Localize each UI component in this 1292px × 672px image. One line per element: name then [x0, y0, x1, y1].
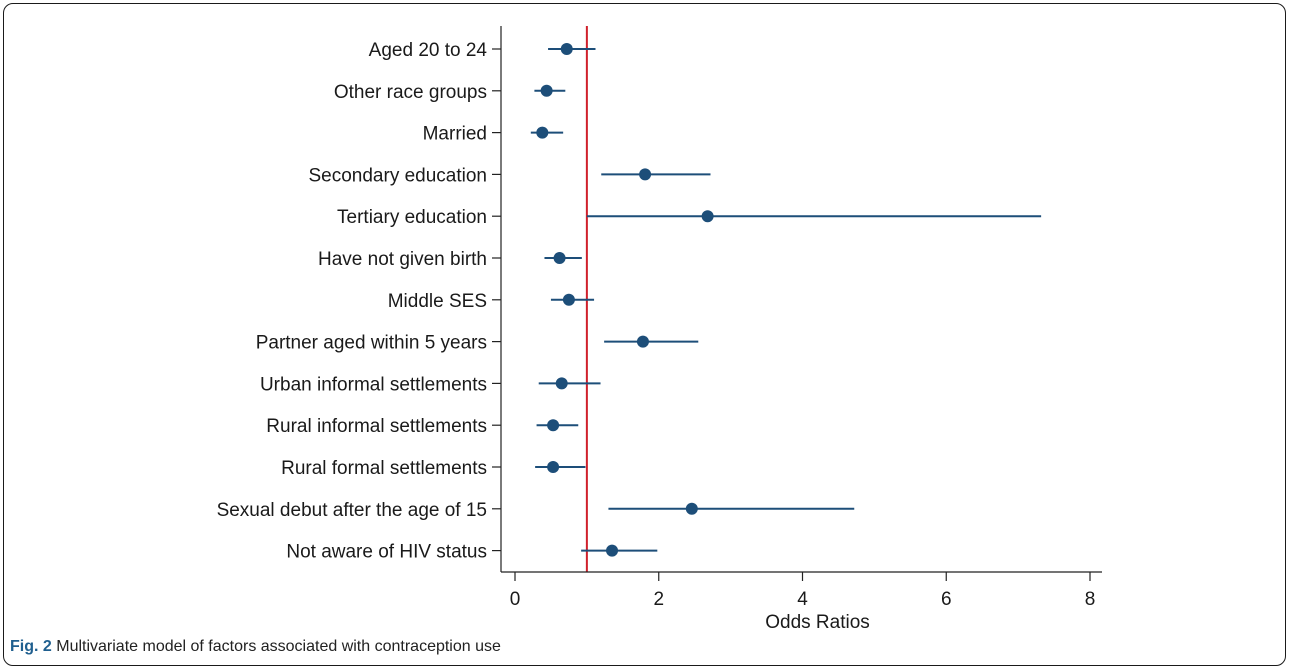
- x-axis-title: Odds Ratios: [765, 612, 870, 633]
- axes: 0 2 4 6 8: [492, 26, 1102, 610]
- point-estimate: [547, 419, 560, 432]
- row-label: Aged 20 to 24: [369, 40, 488, 61]
- row-label: Secondary education: [308, 165, 487, 186]
- row-label: Other race groups: [334, 82, 487, 103]
- forest-rows: Aged 20 to 24 Other race groups Married Sec…: [217, 40, 1042, 563]
- point-estimate: [547, 461, 560, 473]
- row-label: Married: [423, 124, 487, 145]
- point-estimate: [562, 293, 575, 306]
- point-estimate: [553, 252, 566, 264]
- row-label: Middle SES: [388, 291, 487, 312]
- figure-caption: Fig. 2 Multivariate model of factors ass…: [10, 638, 501, 656]
- point-estimate: [540, 84, 553, 97]
- figure-frame: [3, 3, 1286, 666]
- x-tick-label: 2: [653, 589, 664, 610]
- point-estimate: [639, 168, 652, 181]
- point-estimate: [606, 544, 619, 557]
- point-estimate: [701, 210, 714, 223]
- point-estimate: [560, 43, 573, 55]
- point-estimate: [636, 335, 649, 348]
- row-label: Rural informal settlements: [266, 416, 487, 437]
- caption-label: Fig. 2: [10, 638, 52, 655]
- row-label: Tertiary education: [337, 207, 487, 228]
- x-tick-label: 6: [941, 589, 952, 610]
- forest-plot: 0 2 4 6 8 Aged 20 to 24 Other race groups Marr…: [217, 26, 1102, 633]
- point-estimate: [536, 126, 549, 139]
- row-label: Have not given birth: [318, 249, 487, 270]
- row-label: Urban informal settlements: [260, 374, 487, 395]
- row-label: Sexual debut after the age of 15: [217, 500, 487, 521]
- caption-text: Multivariate model of factors associated…: [56, 638, 501, 655]
- point-estimate: [555, 377, 568, 390]
- x-tick-label: 0: [510, 589, 521, 610]
- point-estimate: [685, 502, 698, 515]
- row-label: Rural formal settlements: [281, 458, 487, 479]
- x-tick-label: 8: [1085, 589, 1096, 610]
- row-label: Partner aged within 5 years: [256, 333, 487, 354]
- row-label: Not aware of HIV status: [286, 542, 487, 563]
- x-tick-label: 4: [797, 589, 808, 610]
